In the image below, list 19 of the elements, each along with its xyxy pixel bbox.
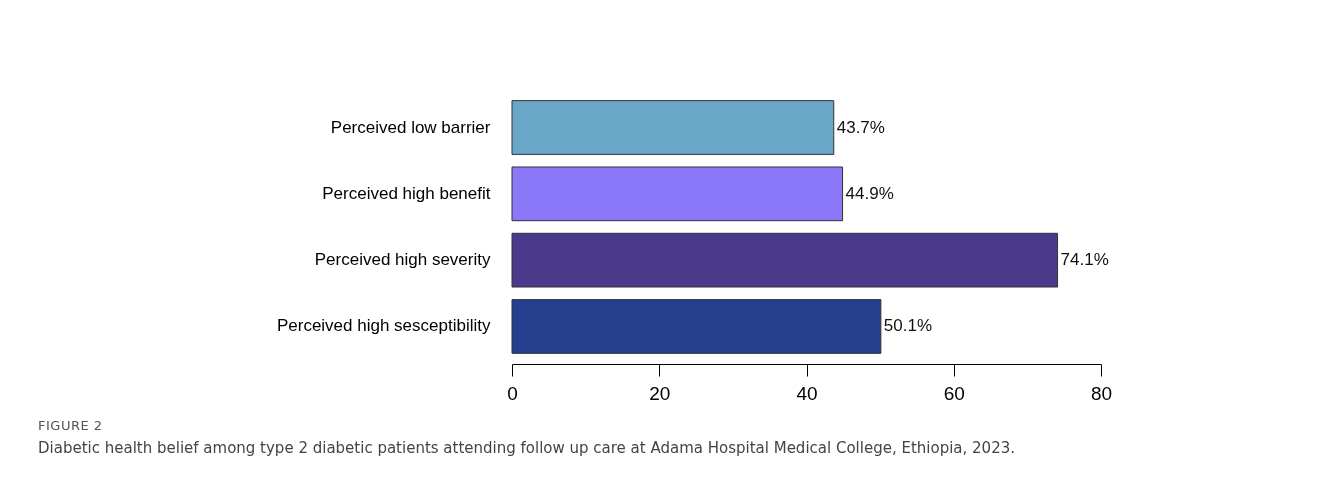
data-label: 43.7%: [836, 117, 885, 137]
data-label: 50.1%: [883, 316, 933, 336]
data-label: 74.1%: [1060, 250, 1109, 270]
x-tick-label: 40: [796, 382, 818, 404]
bar: [511, 100, 835, 155]
y-tick-label: Perceived low barrier: [330, 117, 491, 137]
bar: [511, 232, 1059, 288]
caption: FIGURE 2: [38, 418, 104, 433]
x-tick-label: 80: [1090, 382, 1113, 404]
x-tick-label: 20: [649, 382, 671, 404]
text: Diabetic health belief among type 2 diabetic patients attending follow up care at Adama Hospital Medical College, Ethiopia, 2023.: [38, 439, 1016, 457]
y-tick-label: Perceived high sesceptibility: [276, 316, 491, 336]
bar: [511, 299, 882, 354]
data-label: 44.9%: [845, 183, 894, 203]
bar: [511, 166, 844, 222]
y-tick-label: Perceived high benefit: [322, 183, 491, 203]
x-tick-label: 60: [943, 382, 965, 404]
x-tick-label: 0: [507, 382, 518, 404]
y-tick-label: Perceived high severity: [314, 250, 491, 270]
